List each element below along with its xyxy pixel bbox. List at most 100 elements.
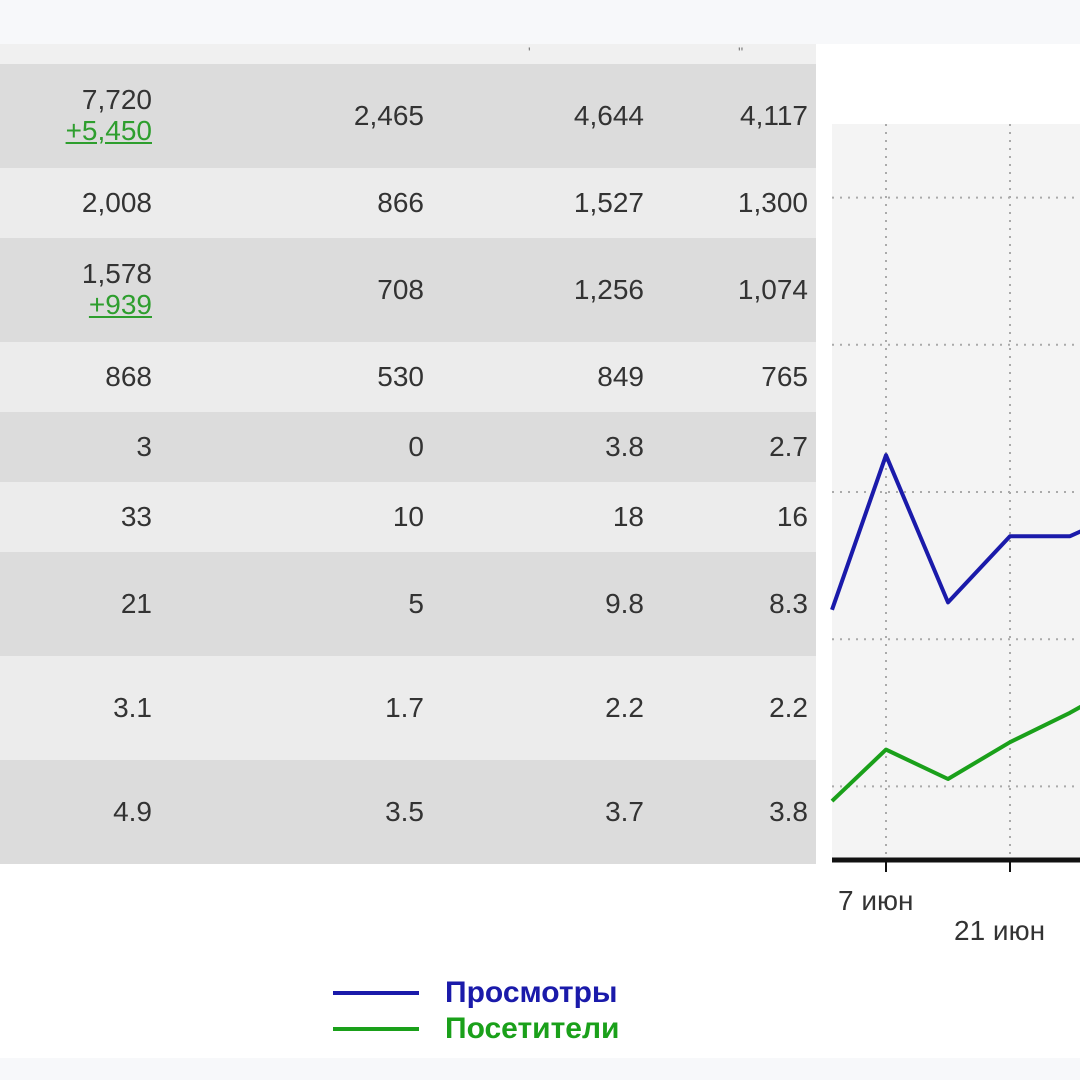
legend-label-visitors: Посетители — [445, 1012, 620, 1045]
table-cell-col4: 765 — [761, 342, 808, 412]
table-cell-col1: 1,578 +939 — [82, 238, 152, 342]
plot-area — [832, 124, 1080, 860]
table-cell-col4: 2.2 — [769, 656, 808, 760]
legend-item-visitors: Посетители — [333, 1012, 619, 1046]
cell-value: 866 — [377, 186, 424, 218]
table-row: 21 5 9.8 8.3 — [0, 552, 816, 656]
cell-value: 3.8 — [605, 430, 644, 462]
table-row: 33 10 18 16 — [0, 482, 816, 552]
cell-value: 2.2 — [769, 691, 808, 723]
table-cell-col3: 849 — [597, 342, 644, 412]
chart-panel: 7 июн 21 июн — [816, 44, 1080, 944]
cell-value: 4.9 — [113, 795, 152, 827]
cell-value: 765 — [761, 360, 808, 392]
table-cell-col3: 2.2 — [605, 656, 644, 760]
table-row: 7,720 +5,450 2,465 4,644 4,117 — [0, 64, 816, 168]
chart-legend: Просмотры Посетители — [333, 972, 673, 1052]
legend-swatch-visitors — [333, 1027, 419, 1031]
table-row: 1,578 +939 708 1,256 1,074 — [0, 238, 816, 342]
cell-value: 10 — [392, 500, 424, 532]
table-cell-col3: 1,527 — [574, 168, 644, 238]
cell-value: 530 — [377, 360, 424, 392]
x-tick-label: 21 июн — [954, 915, 1045, 944]
cell-value: 1,527 — [573, 186, 644, 218]
table-cell-col2: 10 — [393, 482, 424, 552]
cell-value: 4,117 — [740, 99, 808, 131]
cell-value: 7,720 — [81, 84, 152, 116]
table-cell-col2: 5 — [408, 552, 424, 656]
table-cell-col1: 868 — [105, 342, 152, 412]
table-cell-col4: 1,074 — [738, 238, 808, 342]
cell-value: 18 — [612, 500, 644, 532]
table-cell-col3: 9.8 — [605, 552, 644, 656]
table-cell-col2: 0 — [408, 412, 424, 482]
table-cell-col1: 2,008 — [82, 168, 152, 238]
table-cell-col4: 2.7 — [769, 412, 808, 482]
x-tick-label: 7 июн — [838, 885, 913, 916]
cell-value: 2,465 — [353, 99, 424, 131]
cell-value: 1,074 — [737, 273, 808, 305]
cell-value: 708 — [377, 273, 424, 305]
page-top-edge — [0, 0, 1080, 44]
table-cell-col3: 1,256 — [574, 238, 644, 342]
cell-value: 1.7 — [385, 691, 424, 723]
cell-value: 3.1 — [113, 691, 152, 723]
table-cell-col2: 2,465 — [354, 64, 424, 168]
table-row: 3.1 1.7 2.2 2.2 — [0, 656, 816, 760]
table-row: 3 0 3.8 2.7 — [0, 412, 816, 482]
cell-value: 3.5 — [385, 795, 424, 827]
cell-value: 3 — [136, 430, 152, 462]
cell-value: 8.3 — [769, 587, 808, 619]
table-cell-col1: 4.9 — [113, 760, 152, 864]
table-cell-col3: 18 — [613, 482, 644, 552]
table-cell-col4: 16 — [777, 482, 808, 552]
table-cell-col3: 3.8 — [605, 412, 644, 482]
table-cell-col1: 21 — [121, 552, 152, 656]
cell-value: 2.7 — [769, 430, 808, 462]
cell-value: 21 — [120, 587, 152, 619]
table-header-strip: ' '' — [0, 44, 816, 64]
table-row: 2,008 866 1,527 1,300 — [0, 168, 816, 238]
delta-link[interactable]: +5,450 — [65, 115, 152, 146]
cell-value: 2.2 — [605, 691, 644, 723]
cell-value: 33 — [120, 500, 152, 532]
cell-value: 0 — [408, 430, 424, 462]
table-row: 4.9 3.5 3.7 3.8 — [0, 760, 816, 864]
table-cell-col1: 7,720 +5,450 — [66, 64, 152, 168]
table-cell-col3: 3.7 — [605, 760, 644, 864]
series-line-visitors — [830, 704, 1080, 803]
line-chart: 7 июн 21 июн — [830, 124, 1080, 944]
table-cell-col2: 866 — [377, 168, 424, 238]
header-fragment: '' — [738, 44, 744, 60]
table-cell-col1: 3 — [136, 412, 152, 482]
cell-value: 2,008 — [81, 186, 152, 218]
page-bottom-edge — [0, 1058, 1080, 1080]
cell-value: 868 — [105, 360, 152, 392]
table-cell-col4: 3.8 — [769, 760, 808, 864]
cell-value: 1,578 — [81, 258, 152, 290]
table-row: 868 530 849 765 — [0, 342, 816, 412]
cell-value: 3.8 — [769, 795, 808, 827]
table-cell-col2: 1.7 — [385, 656, 424, 760]
stats-table: 7,720 +5,450 2,465 4,644 4,117 2,008 866 1,527 1… — [0, 64, 816, 864]
header-fragment: ' — [528, 44, 531, 60]
table-cell-col2: 3.5 — [385, 760, 424, 864]
cell-value: 16 — [776, 500, 808, 532]
legend-swatch-views — [333, 991, 419, 995]
cell-value: 4,644 — [573, 99, 644, 131]
cell-value: 1,300 — [737, 186, 808, 218]
table-cell-col4: 1,300 — [738, 168, 808, 238]
table-cell-col4: 8.3 — [769, 552, 808, 656]
table-cell-col1: 3.1 — [113, 656, 152, 760]
series-line-views — [830, 453, 1080, 611]
legend-item-views: Просмотры — [333, 976, 618, 1010]
cell-value: 3.7 — [605, 795, 644, 827]
cell-value: 9.8 — [605, 587, 644, 619]
cell-value: 1,256 — [573, 273, 644, 305]
delta-link[interactable]: +939 — [88, 289, 152, 320]
table-cell-col1: 33 — [121, 482, 152, 552]
table-cell-col2: 708 — [377, 238, 424, 342]
table-cell-col3: 4,644 — [574, 64, 644, 168]
cell-value: 5 — [408, 587, 424, 619]
cell-value: 849 — [597, 360, 644, 392]
